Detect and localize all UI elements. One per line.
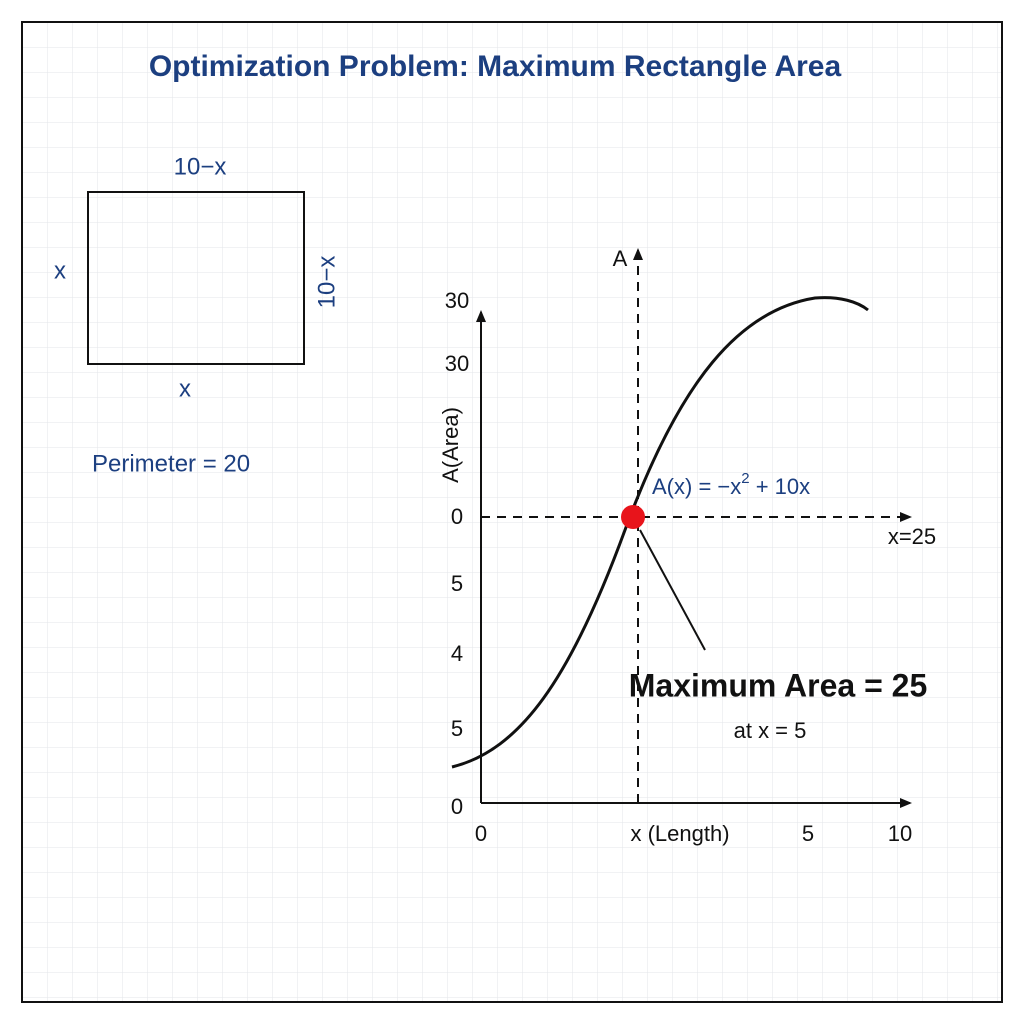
perimeter: Perimeter = 20 — [92, 450, 250, 477]
pointer-line — [639, 529, 706, 651]
y-label: 30 — [445, 288, 469, 313]
y-label: 5 — [451, 571, 463, 596]
y-arrow-label: A — [613, 246, 628, 271]
x-label: x (Length) — [630, 821, 729, 846]
rect-bottom-label: x — [179, 375, 191, 402]
equation-main: A(x) = −x — [652, 474, 741, 499]
x-label: 5 — [802, 821, 814, 846]
equation-exponent: 2 — [741, 470, 749, 487]
equation-rest: + 10x — [750, 474, 811, 499]
y-label: 30 — [445, 351, 469, 376]
x-label: 0 — [475, 821, 487, 846]
frame — [21, 21, 1003, 1003]
rectangle — [87, 191, 305, 365]
max-point — [621, 505, 645, 529]
curve — [451, 296, 869, 769]
annotation-title: Maximum Area = 25 — [629, 667, 928, 703]
title: Optimization Problem: Maximum Rectangle … — [149, 50, 842, 83]
y-label: 4 — [451, 641, 463, 666]
rect-top-label: 10−x — [174, 153, 227, 180]
rect-left-label: x — [54, 257, 66, 284]
annotation-subtitle: at x = 5 — [734, 718, 807, 743]
y-label: 0 — [451, 794, 463, 819]
x-line-label: x=25 — [888, 524, 936, 549]
x-label: 10 — [888, 821, 912, 846]
y-label: 5 — [451, 716, 463, 741]
y-label: 0 — [451, 504, 463, 529]
rect-right-label: 10−x — [313, 256, 340, 309]
equation: A(x) = −x2 + 10x — [652, 470, 810, 499]
y-axis-label: A(Area) — [438, 407, 463, 483]
